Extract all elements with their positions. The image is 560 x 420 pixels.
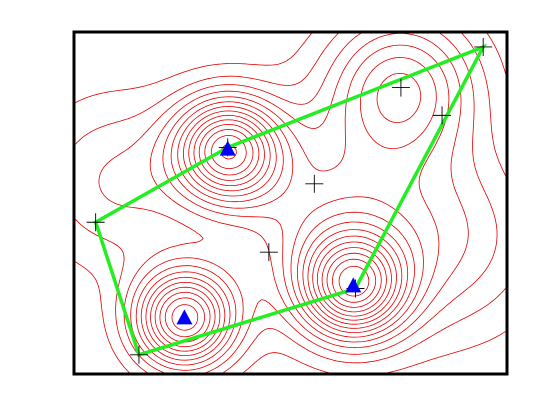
triangle-marker-2 (345, 277, 362, 293)
plus-marker-5 (305, 174, 324, 193)
axes-frame (72, 30, 509, 376)
polygon-layer (93, 43, 487, 357)
contour-level-6 (140, 57, 437, 361)
plot-area (74, 32, 507, 374)
plus-marker-9 (129, 345, 148, 364)
triangle-markers (176, 140, 362, 325)
plus-marker-2 (391, 78, 410, 97)
triangle-marker-1 (219, 140, 236, 156)
polygon-path (93, 43, 487, 357)
plus-marker-3 (433, 106, 452, 125)
contour-level-13 (210, 135, 382, 308)
contour-level-14 (220, 144, 377, 303)
triangle-marker-3 (176, 309, 193, 325)
contour-level-8 (150, 110, 409, 352)
plus-marker-1 (474, 37, 493, 56)
contour-level-4 (130, 33, 469, 371)
plus-marker-6 (86, 213, 105, 232)
plus-marker-7 (259, 243, 278, 262)
contour-level-3 (98, 32, 498, 374)
contour-level-2 (74, 32, 507, 374)
contour-level-9 (154, 114, 403, 348)
contour-level-1 (74, 32, 507, 374)
